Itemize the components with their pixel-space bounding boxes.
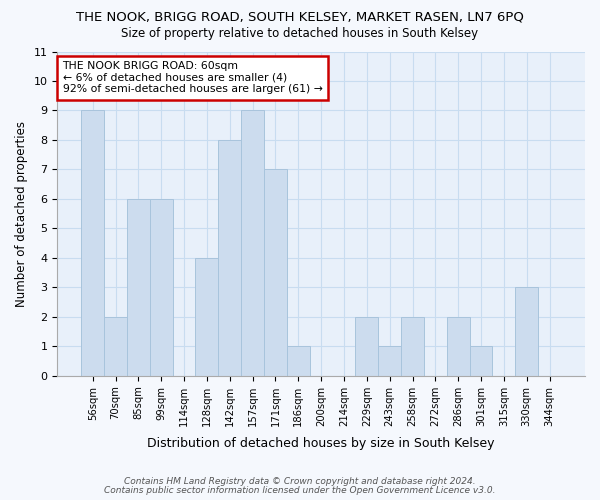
Bar xyxy=(515,288,538,376)
Bar xyxy=(447,317,470,376)
Bar xyxy=(81,110,104,376)
Bar xyxy=(196,258,218,376)
Text: Contains public sector information licensed under the Open Government Licence v3: Contains public sector information licen… xyxy=(104,486,496,495)
Bar xyxy=(401,317,424,376)
Bar xyxy=(355,317,378,376)
Text: THE NOOK, BRIGG ROAD, SOUTH KELSEY, MARKET RASEN, LN7 6PQ: THE NOOK, BRIGG ROAD, SOUTH KELSEY, MARK… xyxy=(76,10,524,23)
Bar xyxy=(264,170,287,376)
Text: Contains HM Land Registry data © Crown copyright and database right 2024.: Contains HM Land Registry data © Crown c… xyxy=(124,477,476,486)
Bar xyxy=(241,110,264,376)
Bar xyxy=(378,346,401,376)
Bar xyxy=(218,140,241,376)
Bar xyxy=(470,346,493,376)
Bar xyxy=(287,346,310,376)
Bar xyxy=(127,199,150,376)
Bar xyxy=(150,199,173,376)
Y-axis label: Number of detached properties: Number of detached properties xyxy=(15,120,28,306)
Text: THE NOOK BRIGG ROAD: 60sqm
← 6% of detached houses are smaller (4)
92% of semi-d: THE NOOK BRIGG ROAD: 60sqm ← 6% of detac… xyxy=(62,61,322,94)
X-axis label: Distribution of detached houses by size in South Kelsey: Distribution of detached houses by size … xyxy=(148,437,495,450)
Bar xyxy=(104,317,127,376)
Text: Size of property relative to detached houses in South Kelsey: Size of property relative to detached ho… xyxy=(121,28,479,40)
